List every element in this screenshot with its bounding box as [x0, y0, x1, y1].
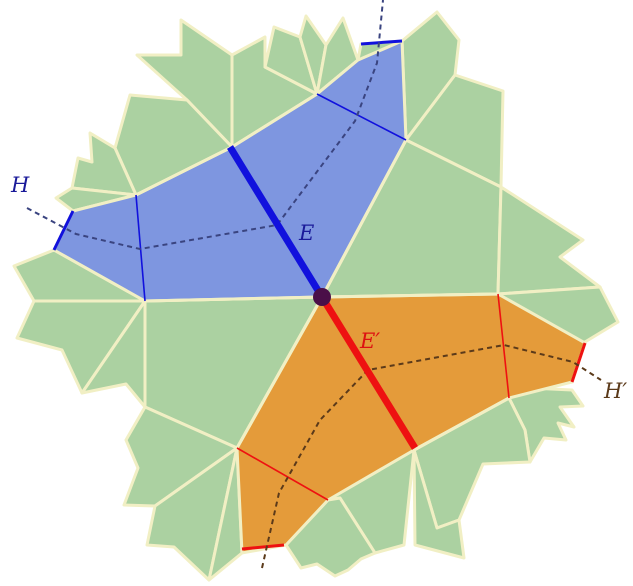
- blue-wall-boundary: [52, 210, 75, 251]
- blue-wall-boundary: [360, 39, 403, 46]
- red-wall-boundary: [241, 543, 285, 551]
- region-edge: [231, 92, 318, 149]
- tile: [496, 185, 602, 296]
- label-h: H: [10, 173, 30, 197]
- label-e-prime: E′: [359, 329, 380, 353]
- region-edge: [413, 396, 510, 452]
- tile: [412, 448, 466, 560]
- red-wall: [497, 293, 510, 399]
- label-h-prime: H′: [603, 379, 627, 403]
- edge-e-prime: [319, 295, 418, 450]
- central-vertex: [313, 288, 331, 306]
- region-edge: [321, 292, 499, 299]
- region-edge: [144, 295, 323, 303]
- region-edge-layer: [135, 92, 510, 452]
- region-edge: [235, 296, 324, 449]
- red-wall-layer: [236, 293, 587, 551]
- red-wall-boundary: [570, 342, 587, 383]
- blue-wall: [316, 93, 407, 141]
- tile: [284, 496, 377, 578]
- hyperplane-h: [26, 0, 384, 251]
- red-wall: [236, 447, 329, 501]
- label-e: E: [298, 221, 314, 245]
- edge-e: [227, 145, 325, 299]
- blue-wall-layer: [52, 39, 407, 302]
- tile: [15, 299, 147, 395]
- region-edge: [135, 145, 233, 197]
- region-edge: [320, 139, 408, 298]
